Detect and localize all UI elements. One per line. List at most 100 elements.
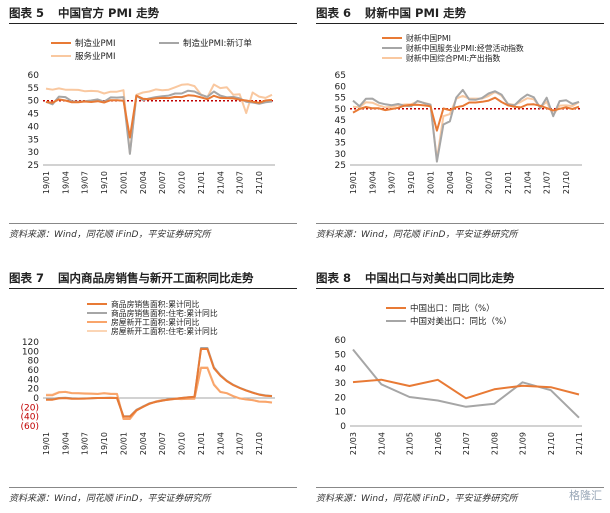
panel-title-text: 中国出口与对美出口同比走势: [365, 271, 515, 285]
y-tick-label: 55: [335, 94, 346, 104]
y-tick-label: 25: [28, 161, 39, 171]
legend-label: 中国出口：同比（%）: [410, 303, 495, 314]
y-tick-label: 40: [28, 375, 40, 385]
panel-title-text: 国内商品房销售与新开工面积同比走势: [58, 271, 254, 285]
panel-title: 图表 5 中国官方 PMI 走势: [9, 3, 297, 24]
y-tick-label: 45: [335, 116, 346, 126]
series-line-3: [46, 367, 273, 420]
panel-title-number: 图表 8: [316, 271, 352, 285]
x-tick-label: 19/04: [61, 171, 70, 194]
legend-label: 财新中国PMI: [406, 33, 451, 43]
panel-title-number: 图表 5: [9, 6, 45, 20]
series-line-1: [46, 348, 273, 418]
panel-title-number: 图表 6: [316, 6, 352, 20]
x-tick-label: 21/08: [490, 432, 499, 455]
x-tick-label: 20/10: [485, 171, 494, 194]
y-tick-label: 80: [28, 357, 40, 367]
y-tick-label: 55: [28, 84, 39, 94]
legend-label: 商品房销售面积:累计同比: [111, 299, 200, 309]
x-tick-label: 21/07: [462, 432, 471, 455]
x-tick-label: 21/04: [216, 432, 225, 455]
y-tick-label: 30: [335, 150, 347, 160]
legend-label: 制造业PMI: [75, 38, 115, 49]
x-tick-label: 21/04: [523, 171, 532, 194]
y-tick-label: 50: [28, 97, 40, 107]
x-tick-label: 21/06: [434, 432, 443, 455]
x-tick-label: 19/01: [42, 432, 51, 455]
y-tick-label: (60): [21, 422, 39, 432]
x-tick-label: 19/10: [100, 432, 109, 455]
x-tick-label: 21/09: [519, 432, 528, 455]
panel-title-text: 财新中国 PMI 走势: [365, 6, 467, 20]
chart-panel-exports: 图表 8 中国出口与对美出口同比走势 0 10 20 30 40 50 60 21/03 21/0…: [312, 268, 607, 513]
x-tick-label: 20/07: [465, 171, 474, 194]
y-tick-label: 65: [335, 71, 346, 81]
x-tick-label: 21/10: [547, 432, 556, 455]
x-tick-label: 19/10: [407, 171, 416, 194]
legend-label: 财新中国服务业PMI:经营活动指数: [406, 43, 524, 53]
chart-panel-property-sales: 图表 7 国内商品房销售与新开工面积同比走势 (60) (40) (20) 0 20 40 6…: [5, 268, 300, 513]
y-tick-label: 30: [335, 379, 347, 389]
chart-panel-caixin-pmi: 图表 6 财新中国 PMI 走势 25 30 35 40 45 50 55 60 65 19/01 1…: [312, 3, 607, 248]
y-tick-label: 20: [28, 385, 40, 395]
y-tick-label: 25: [335, 161, 346, 171]
source-note: 资料来源：Wind，同花顺 iFinD，平安证券研究所: [9, 487, 297, 504]
x-tick-label: 21/07: [543, 171, 552, 194]
legend-label: 中国对美出口：同比（%）: [410, 316, 512, 327]
chart-panel-official-pmi: 图表 5 中国官方 PMI 走势 25 30 35 40 45 50 55 60 19/01 19/…: [5, 3, 300, 248]
series-line-2: [352, 348, 580, 419]
x-tick-label: 20/01: [426, 171, 435, 194]
x-tick-label: 19/07: [81, 432, 90, 455]
series-line-1: [352, 378, 580, 400]
y-tick-label: 120: [22, 338, 39, 348]
x-tick-label: 20/07: [158, 432, 167, 455]
x-tick-label: 19/07: [81, 171, 90, 194]
panel-title-number: 图表 7: [9, 271, 45, 285]
x-tick-label: 20/04: [139, 171, 148, 194]
x-tick-label: 19/01: [349, 171, 358, 194]
x-tick-label: 21/10: [255, 432, 264, 455]
x-tick-label: 19/01: [42, 171, 51, 194]
y-tick-label: 40: [335, 127, 347, 137]
panel-title: 图表 7 国内商品房销售与新开工面积同比走势: [9, 268, 297, 289]
y-tick-label: 0: [33, 394, 39, 404]
panel-title: 图表 6 财新中国 PMI 走势: [316, 3, 604, 24]
y-tick-label: 45: [28, 110, 39, 120]
series-line-2: [352, 88, 580, 163]
x-tick-label: 20/10: [178, 432, 187, 455]
x-tick-label: 21/01: [197, 171, 206, 194]
x-tick-label: 21/04: [216, 171, 225, 194]
y-tick-label: 20: [335, 393, 347, 403]
x-tick-label: 21/04: [377, 432, 386, 455]
x-tick-label: 21/10: [562, 171, 571, 194]
y-tick-label: 60: [335, 82, 347, 92]
y-tick-label: 0: [340, 422, 346, 432]
legend-label: 服务业PMI: [75, 51, 115, 62]
chart-svg: 0 10 20 30 40 50 60 21/03 21/04 21/05 21/06 21/07 21…: [335, 303, 584, 455]
x-tick-label: 20/10: [178, 171, 187, 194]
x-tick-label: 20/01: [119, 171, 128, 194]
x-tick-label: 21/03: [349, 432, 358, 455]
legend-label: 财新中国综合PMI:产出指数: [406, 53, 501, 63]
series-line-1: [45, 94, 273, 139]
x-tick-label: 20/04: [446, 171, 455, 194]
y-tick-label: (20): [21, 403, 39, 413]
y-tick-label: 50: [335, 105, 347, 115]
x-tick-label: 20/04: [139, 432, 148, 455]
source-note: 资料来源：Wind，同花顺 iFinD，平安证券研究所: [316, 487, 604, 504]
y-tick-label: 35: [335, 139, 346, 149]
watermark-logo: 格隆汇: [569, 489, 602, 502]
y-tick-label: 10: [335, 408, 347, 418]
x-tick-label: 21/07: [236, 432, 245, 455]
panel-title: 图表 8 中国出口与对美出口同比走势: [316, 268, 604, 289]
y-tick-label: 60: [28, 366, 40, 376]
source-note: 资料来源：Wind，同花顺 iFinD，平安证券研究所: [316, 223, 604, 240]
x-tick-label: 20/01: [119, 432, 128, 455]
series-line-2: [46, 347, 273, 418]
x-tick-label: 21/11: [575, 432, 584, 455]
y-tick-label: 40: [335, 365, 347, 375]
x-tick-label: 19/07: [388, 171, 397, 194]
x-tick-label: 20/07: [158, 171, 167, 194]
legend-label: 商品房销售面积:住宅:累计同比: [111, 308, 218, 318]
